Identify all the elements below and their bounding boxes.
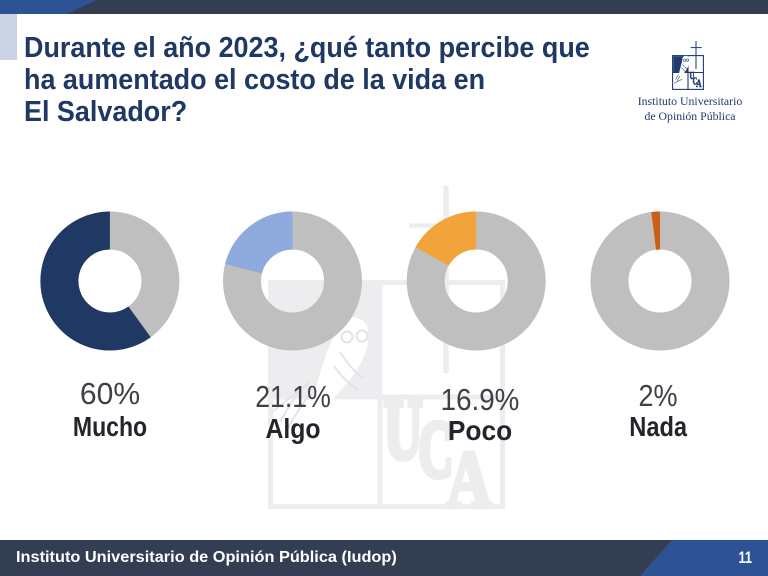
svg-text:U: U bbox=[690, 69, 695, 81]
svg-text:C: C bbox=[693, 76, 697, 87]
svg-text:A: A bbox=[447, 434, 492, 525]
svg-text:C: C bbox=[419, 406, 454, 495]
svg-text:A: A bbox=[696, 78, 701, 91]
svg-text:U: U bbox=[384, 382, 423, 477]
